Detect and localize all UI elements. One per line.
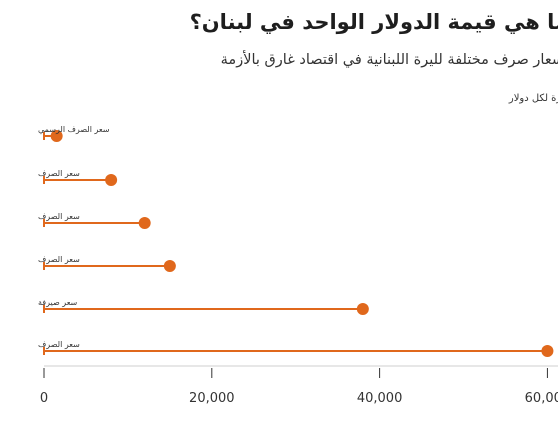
lollipop-dot [541,345,554,357]
chart-subtitle: أسعار صرف مختلفة لليرة اللبنانية في اقتص… [220,52,558,68]
category-label: سعر الصرف [38,255,80,264]
category-label: سعر صيرفة [38,298,78,307]
category-label: سعر الصرف [38,212,80,221]
category-label: سعر الصرف [38,340,80,349]
lollipop-dot [163,260,176,272]
chart-title: ما هي قيمة الدولار الواحد في لبنان؟ [189,10,558,34]
category-label: سعر الصرف الرسمي [38,125,110,134]
lollipop-dot [138,217,151,229]
x-tick-label: 20,000 [189,391,235,406]
category-label: سعر الصرف [38,169,80,178]
lollipop-dot [105,174,118,186]
x-tick-label: 60,000 [525,391,558,406]
lollipop-dot [356,303,369,315]
y-axis-label: ليرة لكل دولار [508,93,558,104]
x-tick-label: 40,000 [357,391,403,406]
x-tick-label: 0 [40,391,48,406]
lollipop-dot [50,130,63,142]
